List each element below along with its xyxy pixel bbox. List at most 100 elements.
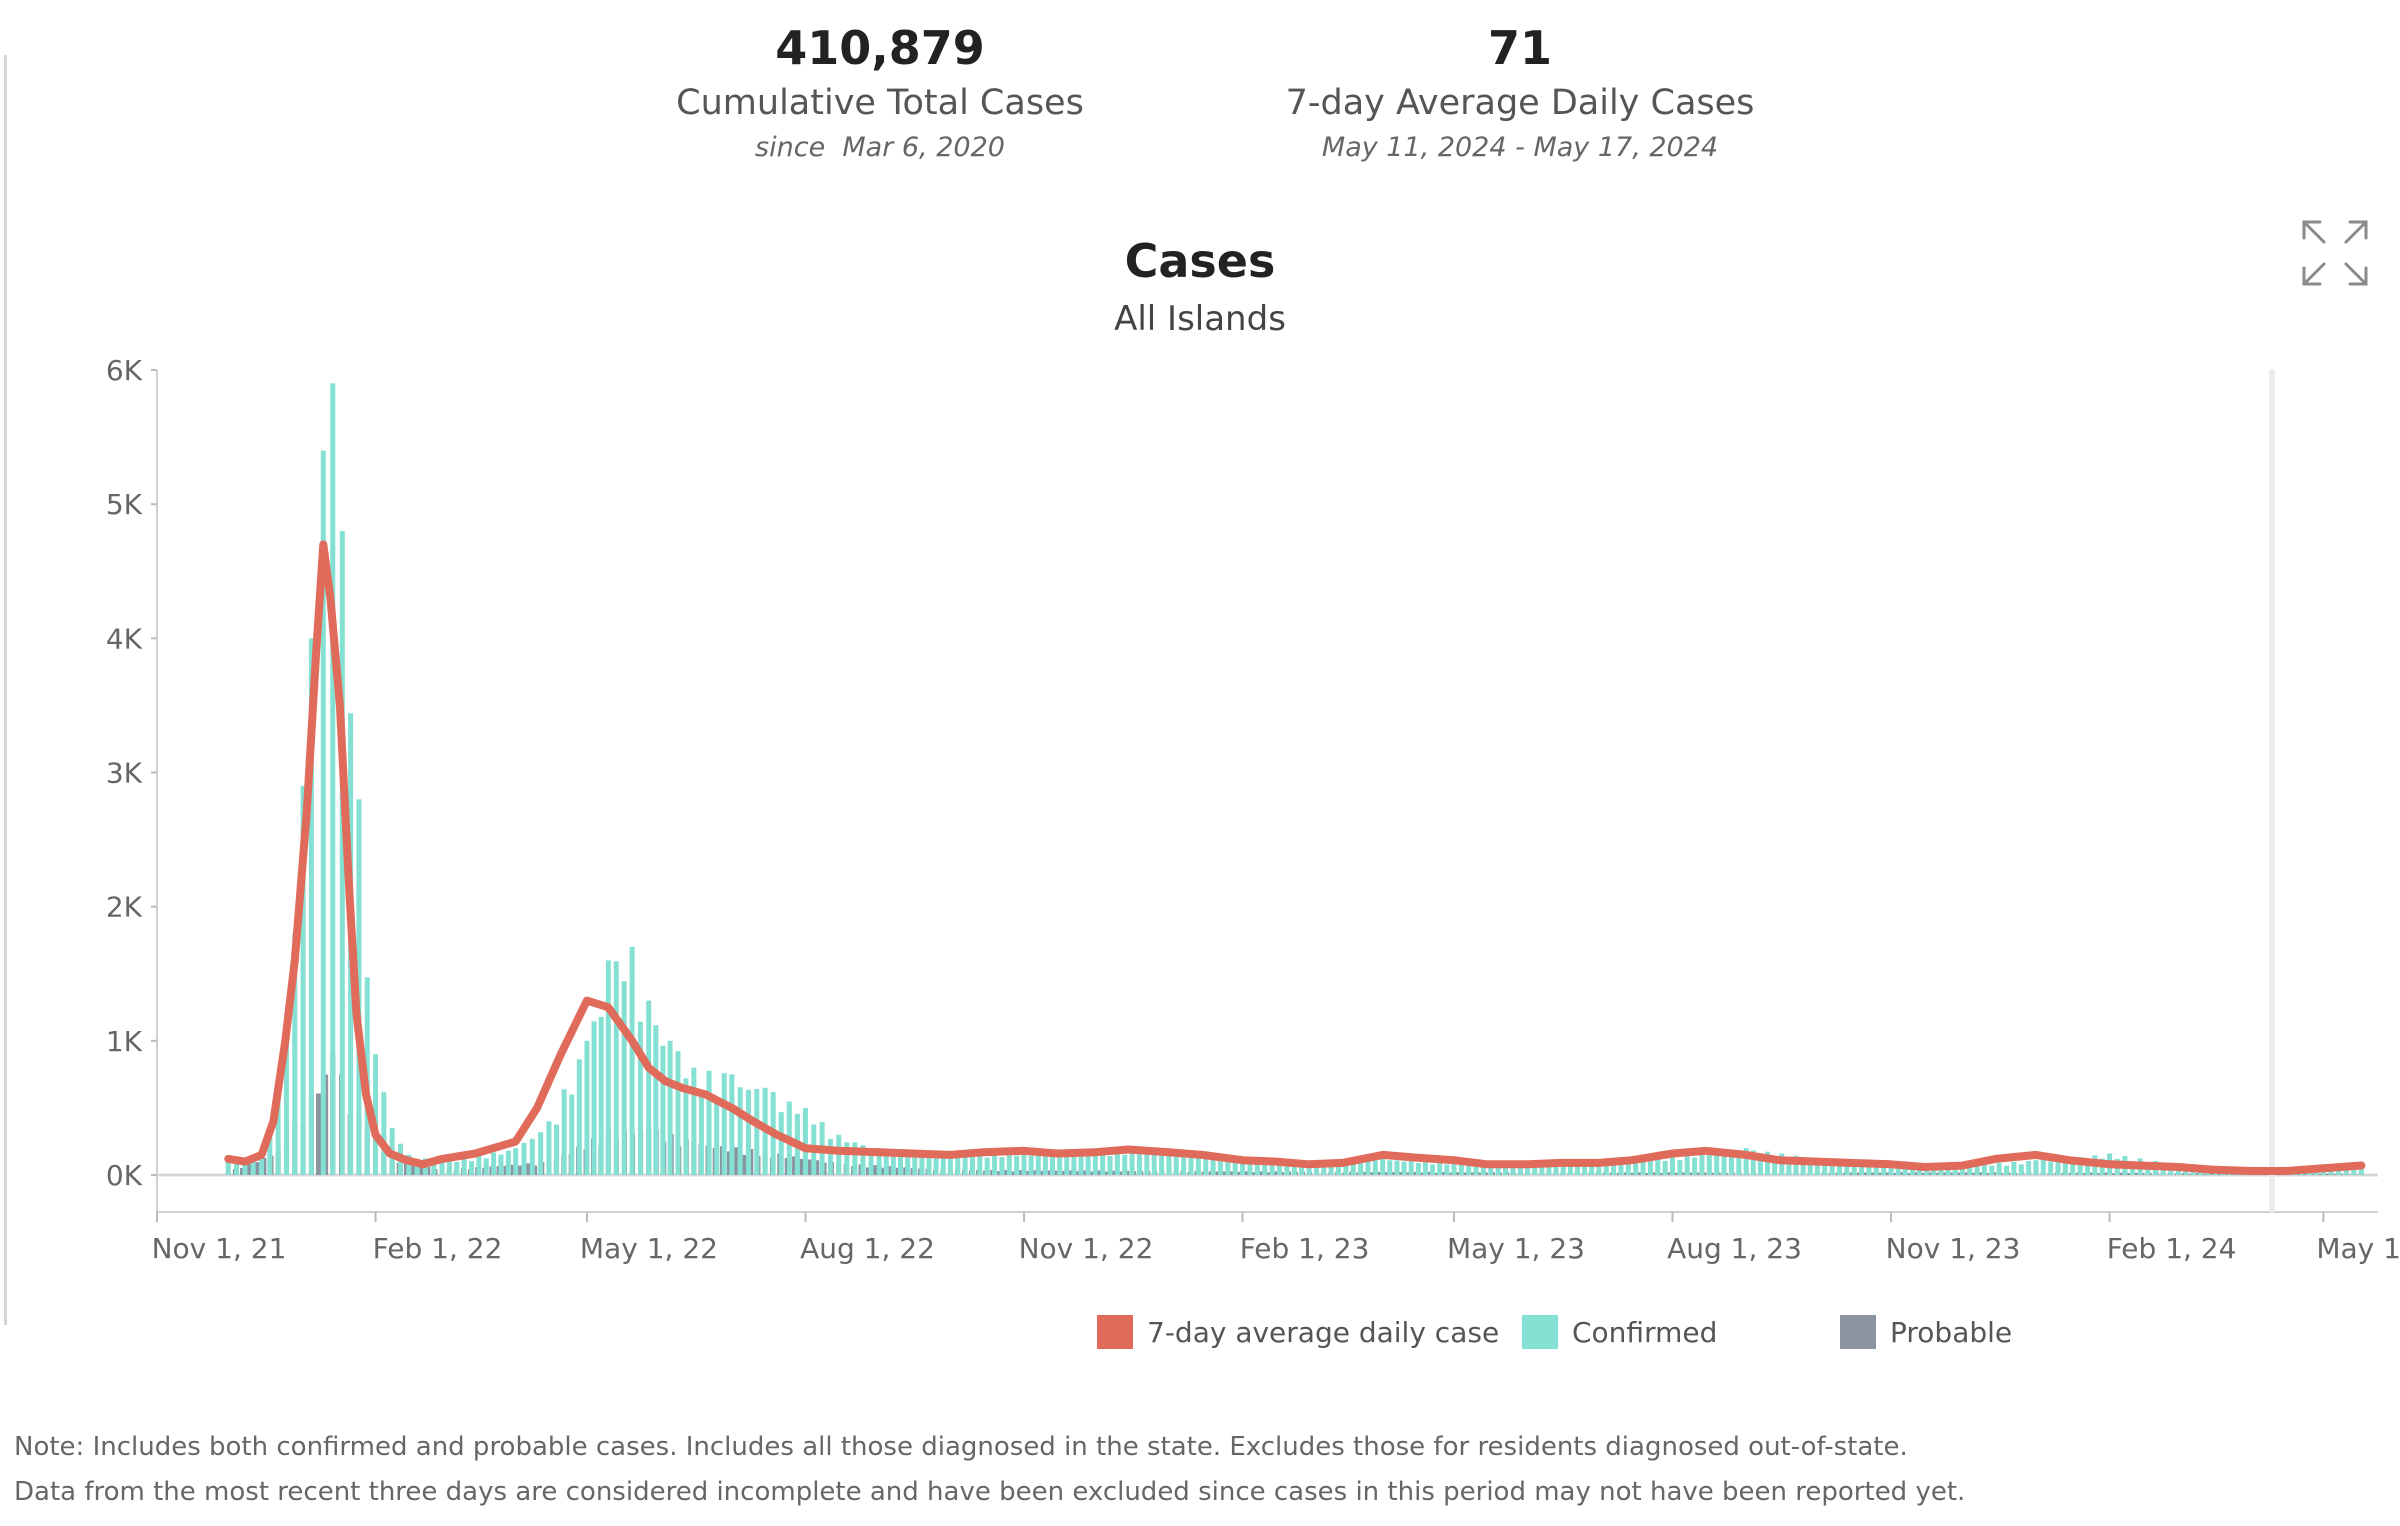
- confirmed-bar-fill: [2336, 1168, 2342, 1175]
- confirmed-bar-fill: [1085, 1148, 1091, 1175]
- confirmed-bar-fill: [1408, 1160, 1414, 1175]
- confirmed-bar-fill: [1313, 1162, 1319, 1175]
- confirmed-bar: [373, 1054, 379, 1175]
- confirmed-bar-fill: [1136, 1153, 1142, 1175]
- probable-bar-fill: [1440, 1172, 1446, 1175]
- confirmed-bar-fill: [1100, 1148, 1106, 1175]
- confirmed-bar-fill: [1343, 1161, 1349, 1175]
- confirmed-bar-fill: [1028, 1155, 1034, 1175]
- confirmed-bar: [320, 450, 326, 1175]
- confirmed-bar-fill: [569, 1094, 575, 1175]
- probable-bar-fill: [247, 1163, 253, 1175]
- confirmed-bar: [330, 383, 336, 1176]
- confirmed-bar-fill: [868, 1148, 874, 1175]
- confirmed-bar-fill: [2003, 1165, 2009, 1175]
- x-tick-label: Aug 1, 22: [800, 1232, 935, 1265]
- confirmed-bar-fill: [431, 1162, 437, 1175]
- confirmed-bar: [292, 933, 298, 1175]
- confirmed-bar-fill: [1042, 1153, 1048, 1175]
- probable-bar-fill: [1060, 1170, 1066, 1175]
- confirmed-bar-fill: [1873, 1162, 1879, 1175]
- probable-bar-fill: [1243, 1171, 1249, 1175]
- legend-label-probable: Probable: [1890, 1315, 2013, 1349]
- x-tick-label: Nov 1, 22: [1019, 1232, 1154, 1265]
- confirmed-bar-fill: [984, 1157, 990, 1175]
- confirmed-bar-fill: [1071, 1149, 1077, 1175]
- confirmed-bar-fill: [1035, 1152, 1041, 1175]
- confirmed-bar-fill: [745, 1089, 751, 1175]
- expand-arrows-icon[interactable]: [2300, 218, 2370, 288]
- confirmed-bar-fill: [491, 1152, 497, 1175]
- confirmed-bar-fill: [1517, 1163, 1523, 1175]
- probable-bar-fill: [1934, 1172, 1940, 1175]
- probable-bar-fill: [1018, 1170, 1024, 1175]
- confirmed-bar-fill: [1553, 1166, 1559, 1175]
- confirmed-bar-fill: [1655, 1156, 1661, 1175]
- confirmed-bar: [667, 1040, 673, 1175]
- confirmed-bar: [729, 1074, 735, 1175]
- legend-item-average[interactable]: 7-day average daily case: [1097, 1312, 1499, 1352]
- confirmed-bar-fill: [1350, 1163, 1356, 1175]
- legend-item-probable[interactable]: Probable: [1840, 1312, 2012, 1352]
- legend-item-confirmed[interactable]: Confirmed: [1522, 1312, 1717, 1352]
- confirmed-bar-fill: [598, 1016, 604, 1175]
- confirmed-bar-fill: [1387, 1160, 1393, 1175]
- probable-bar-fill: [814, 1160, 820, 1175]
- confirmed-bar: [691, 1067, 697, 1175]
- confirmed-bar-fill: [955, 1154, 961, 1175]
- probable-bar-fill: [1236, 1171, 1242, 1175]
- probable-bar-fill: [2104, 1172, 2110, 1175]
- probable-bar-fill: [880, 1167, 886, 1175]
- confirmed-bar-fill: [1866, 1164, 1872, 1175]
- probable-bar-fill: [1878, 1172, 1884, 1175]
- probable-bar-fill: [2097, 1173, 2103, 1175]
- confirmed-bar-fill: [2048, 1161, 2054, 1175]
- confirmed-bar-fill: [1057, 1151, 1063, 1175]
- confirmed-bar-fill: [1269, 1160, 1275, 1175]
- legend-label-confirmed: Confirmed: [1572, 1315, 1718, 1349]
- legend-swatch-probable: [1840, 1315, 1876, 1349]
- confirmed-bar-fill: [1232, 1160, 1238, 1175]
- confirmed-bar-fill: [1358, 1160, 1364, 1175]
- probable-bar-fill: [1088, 1171, 1094, 1175]
- confirmed-bar-fill: [1611, 1162, 1617, 1175]
- confirmed-bar-fill: [1706, 1154, 1712, 1175]
- probable-bar-fill: [1871, 1172, 1877, 1175]
- confirmed-bar-fill: [1210, 1154, 1216, 1175]
- legend-swatch-average: [1097, 1315, 1133, 1349]
- confirmed-bar-fill: [1699, 1152, 1705, 1175]
- confirmed-bar-fill: [962, 1151, 968, 1175]
- confirmed-bar-fill: [1262, 1161, 1268, 1175]
- confirmed-bar-fill: [714, 1099, 720, 1175]
- confirmed-bar-fill: [1895, 1166, 1901, 1175]
- confirmed-bar-fill: [2055, 1158, 2061, 1175]
- confirmed-bar-fill: [1050, 1152, 1056, 1175]
- note-line-2: Data from the most recent three days are…: [14, 1477, 1966, 1507]
- confirmed-bar-fill: [721, 1073, 727, 1175]
- confirmed-bar-fill: [242, 1163, 248, 1175]
- confirmed-bar-fill: [1225, 1156, 1231, 1175]
- probable-bar-fill: [1398, 1171, 1404, 1175]
- kpi-total-value: 410,879: [775, 21, 985, 75]
- probable-bar-fill: [254, 1162, 260, 1175]
- probable-bar-fill: [2217, 1173, 2223, 1175]
- confirmed-bar-fill: [1336, 1164, 1342, 1175]
- confirmed-bar-fill: [852, 1142, 858, 1175]
- confirmed-bar-fill: [675, 1051, 681, 1175]
- x-tick-label: May 1, 24: [2316, 1232, 2400, 1265]
- confirmed-bar-fill: [1430, 1164, 1436, 1175]
- confirmed-bar-fill: [381, 1092, 387, 1175]
- probable-bar-fill: [1067, 1170, 1073, 1175]
- confirmed-bar-fill: [1488, 1163, 1494, 1175]
- probable-bar-fill: [1419, 1172, 1425, 1175]
- confirmed-bar-fill: [1122, 1154, 1128, 1175]
- confirmed-bar-fill: [1736, 1149, 1742, 1175]
- confirmed-bar-fill: [483, 1158, 489, 1175]
- confirmed-bar-fill: [999, 1156, 1005, 1175]
- probable-bar-fill: [1920, 1172, 1926, 1175]
- confirmed-bar-fill: [1633, 1161, 1639, 1175]
- confirmed-bar-fill: [561, 1089, 567, 1175]
- confirmed-bar-fill: [919, 1152, 925, 1175]
- probable-bar-fill: [2323, 1173, 2329, 1175]
- confirmed-bar-fill: [613, 961, 619, 1175]
